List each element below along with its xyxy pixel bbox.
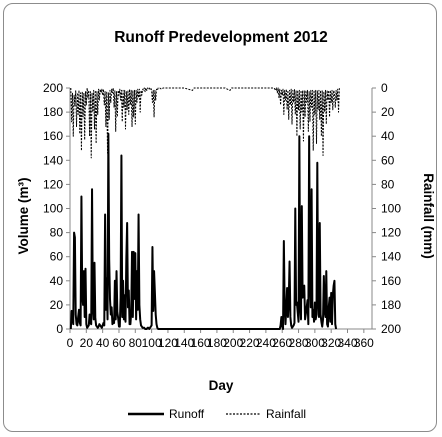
x-tick-label: 280 xyxy=(289,336,309,350)
y-left-ticks: 0 20 40 60 80 100 120 140 160 180 200 xyxy=(43,81,70,336)
y-left-tick-label: 180 xyxy=(43,105,63,119)
x-tick-label: 100 xyxy=(142,336,162,350)
y-right-tick-label: 180 xyxy=(381,298,401,312)
x-tick-label: 200 xyxy=(223,336,243,350)
y-right-tick-label: 120 xyxy=(381,226,401,240)
y-left-tick-label: 160 xyxy=(43,129,63,143)
legend: Runoff Rainfall xyxy=(128,407,306,421)
runoff-series-line xyxy=(69,132,338,330)
y-right-axis-title: Rainfall (mm) xyxy=(421,173,436,259)
x-tick-label: 340 xyxy=(337,336,357,350)
y-right-tick-label: 200 xyxy=(381,322,401,336)
y-left-tick-label: 0 xyxy=(56,322,63,336)
y-left-axis-title: Volume (m³) xyxy=(16,178,31,255)
y-left-tick-label: 140 xyxy=(43,153,63,167)
x-tick-label: 320 xyxy=(321,336,341,350)
y-right-tick-label: 160 xyxy=(381,274,401,288)
y-left-tick-label: 40 xyxy=(50,274,64,288)
x-tick-label: 220 xyxy=(240,336,260,350)
x-axis-title: Day xyxy=(209,378,234,393)
x-tick-label: 80 xyxy=(129,336,143,350)
rainfall-series-line xyxy=(70,87,340,159)
y-right-tick-label: 100 xyxy=(381,202,401,216)
y-right-tick-label: 140 xyxy=(381,250,401,264)
x-tick-label: 160 xyxy=(191,336,211,350)
x-tick-label: 360 xyxy=(354,336,374,350)
y-left-tick-label: 200 xyxy=(43,81,63,95)
y-right-tick-label: 20 xyxy=(381,105,395,119)
y-right-tick-label: 80 xyxy=(381,177,395,191)
x-tick-label: 140 xyxy=(174,336,194,350)
x-tick-label: 60 xyxy=(112,336,126,350)
x-tick-label: 180 xyxy=(207,336,227,350)
y-right-ticks: 0 20 40 60 80 100 120 140 160 180 200 xyxy=(372,81,401,336)
series-layer xyxy=(69,87,340,330)
legend-rainfall-label: Rainfall xyxy=(266,407,306,421)
y-right-tick-label: 40 xyxy=(381,129,395,143)
y-left-tick-label: 120 xyxy=(43,177,63,191)
x-tick-label: 260 xyxy=(272,336,292,350)
chart-svg: Runoff Predevelopment 2012 0 20 40 60 80 1001… xyxy=(16,29,436,421)
x-tick-label: 40 xyxy=(96,336,110,350)
legend-runoff-label: Runoff xyxy=(169,407,205,421)
y-left-tick-label: 60 xyxy=(50,250,64,264)
y-left-tick-label: 20 xyxy=(50,298,64,312)
y-right-tick-label: 60 xyxy=(381,153,395,167)
x-ticks: 0 20 40 60 80 1001201401601802002202402602803… xyxy=(67,329,374,350)
x-tick-label: 300 xyxy=(305,336,325,350)
plot-area: 0 20 40 60 80 1001201401601802002202402602803… xyxy=(43,81,401,350)
x-tick-label: 0 xyxy=(67,336,74,350)
chart-title: Runoff Predevelopment 2012 xyxy=(114,29,328,46)
x-tick-label: 120 xyxy=(158,336,178,350)
y-right-tick-label: 0 xyxy=(381,81,388,95)
x-tick-label: 20 xyxy=(80,336,94,350)
x-tick-label: 240 xyxy=(256,336,276,350)
chart-frame: Runoff Predevelopment 2012 0 20 40 60 80 100 1… xyxy=(3,3,437,432)
y-left-tick-label: 100 xyxy=(43,202,63,216)
y-left-tick-label: 80 xyxy=(50,226,64,240)
